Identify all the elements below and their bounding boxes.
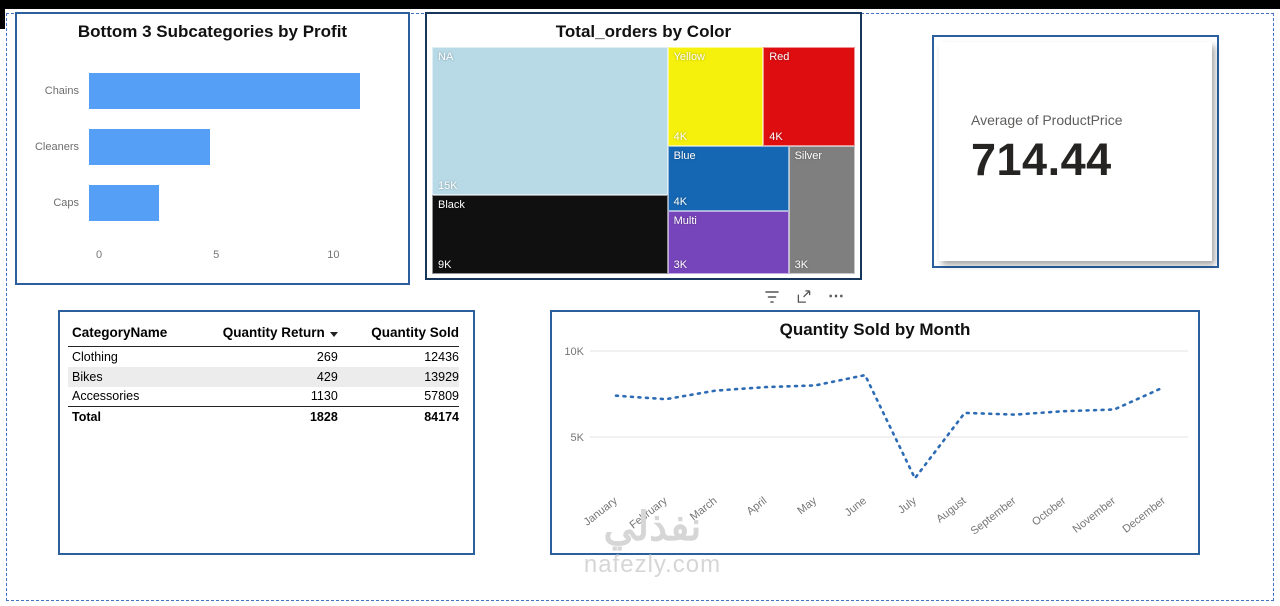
data-table: CategoryName Quantity Return Quantity So… <box>68 321 459 427</box>
treemap-block-silver[interactable]: Silver 3K <box>788 146 855 274</box>
x-axis-month-label: September <box>969 495 1019 538</box>
table-total-cell: Total <box>68 406 205 427</box>
column-header-label: Quantity Sold <box>371 325 459 340</box>
treemap-block-value: 4K <box>673 131 688 144</box>
table-total-cell: 84174 <box>337 406 459 427</box>
x-axis-tick-label: 5 <box>213 249 220 261</box>
column-header-quantity-return[interactable]: Quantity Return <box>204 321 338 347</box>
column-header-label: CategoryName <box>72 325 168 340</box>
treemap-block-yellow[interactable]: Yellow 4K <box>667 47 764 147</box>
treemap-block-black[interactable]: Black 9K <box>432 195 668 274</box>
bar-chart-visual[interactable]: Bottom 3 Subcategories by Profit Chains C… <box>15 12 410 285</box>
treemap-block-value: 4K <box>673 195 688 208</box>
treemap-block-blue[interactable]: Blue 4K <box>667 146 789 211</box>
table-visual[interactable]: CategoryName Quantity Return Quantity So… <box>58 310 475 555</box>
treemap-visual[interactable]: Total_orders by Color NA 15K Black 9K Yellow… <box>425 12 862 280</box>
x-axis-month-label: March <box>688 495 719 523</box>
bar-row: Chains <box>17 73 392 109</box>
treemap-block-label: Blue <box>673 150 696 163</box>
line-chart-plot[interactable]: 10K 5K January February March April May June Jul… <box>552 312 1198 553</box>
visual-hover-toolbar: ⋯ <box>764 287 844 305</box>
treemap-block-na[interactable]: NA 15K <box>432 47 668 196</box>
bar-category-label: Caps <box>53 197 79 209</box>
more-options-icon[interactable]: ⋯ <box>828 287 844 305</box>
x-axis-month-label: July <box>896 495 919 517</box>
bar[interactable] <box>89 185 160 221</box>
column-header-quantity-sold[interactable]: Quantity Sold <box>337 321 459 347</box>
table-total-row: Total 1828 84174 <box>68 406 459 427</box>
x-axis-month-label: October <box>1030 495 1068 529</box>
table-row[interactable]: Bikes 429 13929 <box>68 366 459 387</box>
x-axis-month-label: August <box>934 495 968 526</box>
treemap-block-label: Red <box>769 51 790 63</box>
table-cell-value: 12436 <box>424 349 459 364</box>
treemap-block-value: 15K <box>438 180 458 193</box>
x-axis-month-label: May <box>795 495 819 518</box>
table-total-cell: 1828 <box>204 406 338 427</box>
treemap-block-label: Multi <box>673 214 697 227</box>
bar[interactable] <box>89 129 211 165</box>
bar-category-label: Cleaners <box>34 141 79 153</box>
y-axis-tick-label: 10K <box>564 346 584 358</box>
bar-track <box>89 185 392 221</box>
top-left-corner-mark <box>0 0 5 29</box>
table-cell-value: 1130 <box>310 389 338 404</box>
bar-chart-plot: Chains Cleaners Caps <box>17 73 408 221</box>
watermark-domain-text: nafezly.com <box>583 551 722 578</box>
bar-row: Caps <box>17 185 392 221</box>
table-cell-category: Bikes <box>72 369 103 384</box>
table-cell-value: 57809 <box>424 389 459 404</box>
bar-track <box>89 129 392 165</box>
x-axis-month-label: June <box>843 495 869 519</box>
table-cell-value: 429 <box>316 369 338 384</box>
sort-descending-icon <box>329 332 338 337</box>
treemap-block-label: Silver <box>794 150 823 163</box>
table-row[interactable]: Clothing 269 12436 <box>68 347 459 367</box>
treemap-block-value: 3K <box>794 258 809 271</box>
treemap-block-value: 4K <box>769 131 783 144</box>
card-inner: Average of ProductPrice 714.44 <box>939 42 1212 261</box>
x-axis-tick-label: 0 <box>95 249 103 261</box>
bar-chart-x-axis: 0 5 10 <box>95 249 392 265</box>
x-axis-month-label: February <box>628 495 670 532</box>
bar-category-label: Chains <box>44 85 79 97</box>
card-value: 714.44 <box>971 134 1112 185</box>
card-visual[interactable]: Average of ProductPrice 714.44 <box>932 35 1219 268</box>
x-axis-month-label: December <box>1120 495 1168 536</box>
x-axis-month-label: November <box>1071 495 1119 536</box>
filter-icon[interactable] <box>764 290 780 304</box>
x-axis-month-label: January <box>582 495 621 529</box>
bar-track <box>89 73 392 109</box>
treemap-block-label: Yellow <box>673 51 706 63</box>
x-axis-tick-label: 10 <box>327 249 340 261</box>
treemap-block-label: Black <box>438 199 465 212</box>
table-row[interactable]: Accessories 1130 57809 <box>68 387 459 407</box>
treemap-block-label: NA <box>438 51 454 63</box>
column-header-label: Quantity Return <box>222 325 325 340</box>
treemap-title: Total_orders by Color <box>555 22 732 41</box>
treemap-block-value: 9K <box>438 258 452 271</box>
top-border-bar <box>0 0 1280 9</box>
table-cell-value: 269 <box>316 349 338 364</box>
table-cell-value: 13929 <box>424 369 459 384</box>
table-header-row: CategoryName Quantity Return Quantity So… <box>68 321 459 347</box>
line-chart-visual[interactable]: Quantity Sold by Month 10K 5K January Febru… <box>550 310 1200 555</box>
treemap-block-red[interactable]: Red 4K <box>763 47 855 147</box>
treemap-block-multi[interactable]: Multi 3K <box>667 210 789 274</box>
line-series[interactable] <box>614 373 1166 481</box>
card-label: Average of ProductPrice <box>971 112 1123 128</box>
x-axis-month-label: April <box>745 495 770 518</box>
bar-row: Cleaners <box>17 129 392 165</box>
treemap-body: NA 15K Black 9K Yellow 4K Red 4K Blue 4K Multi 3K Si… <box>432 47 855 274</box>
column-header-categoryname[interactable]: CategoryName <box>68 321 205 347</box>
y-axis-tick-label: 5K <box>571 432 585 444</box>
table-cell-category: Accessories <box>72 389 140 404</box>
table-cell-category: Clothing <box>72 349 118 364</box>
bar-chart-title: Bottom 3 Subcategories by Profit <box>77 22 348 41</box>
focus-mode-icon[interactable] <box>796 289 812 304</box>
line-chart-title: Quantity Sold by Month <box>779 320 971 339</box>
treemap-block-value: 3K <box>673 258 688 271</box>
bar[interactable] <box>89 73 361 109</box>
